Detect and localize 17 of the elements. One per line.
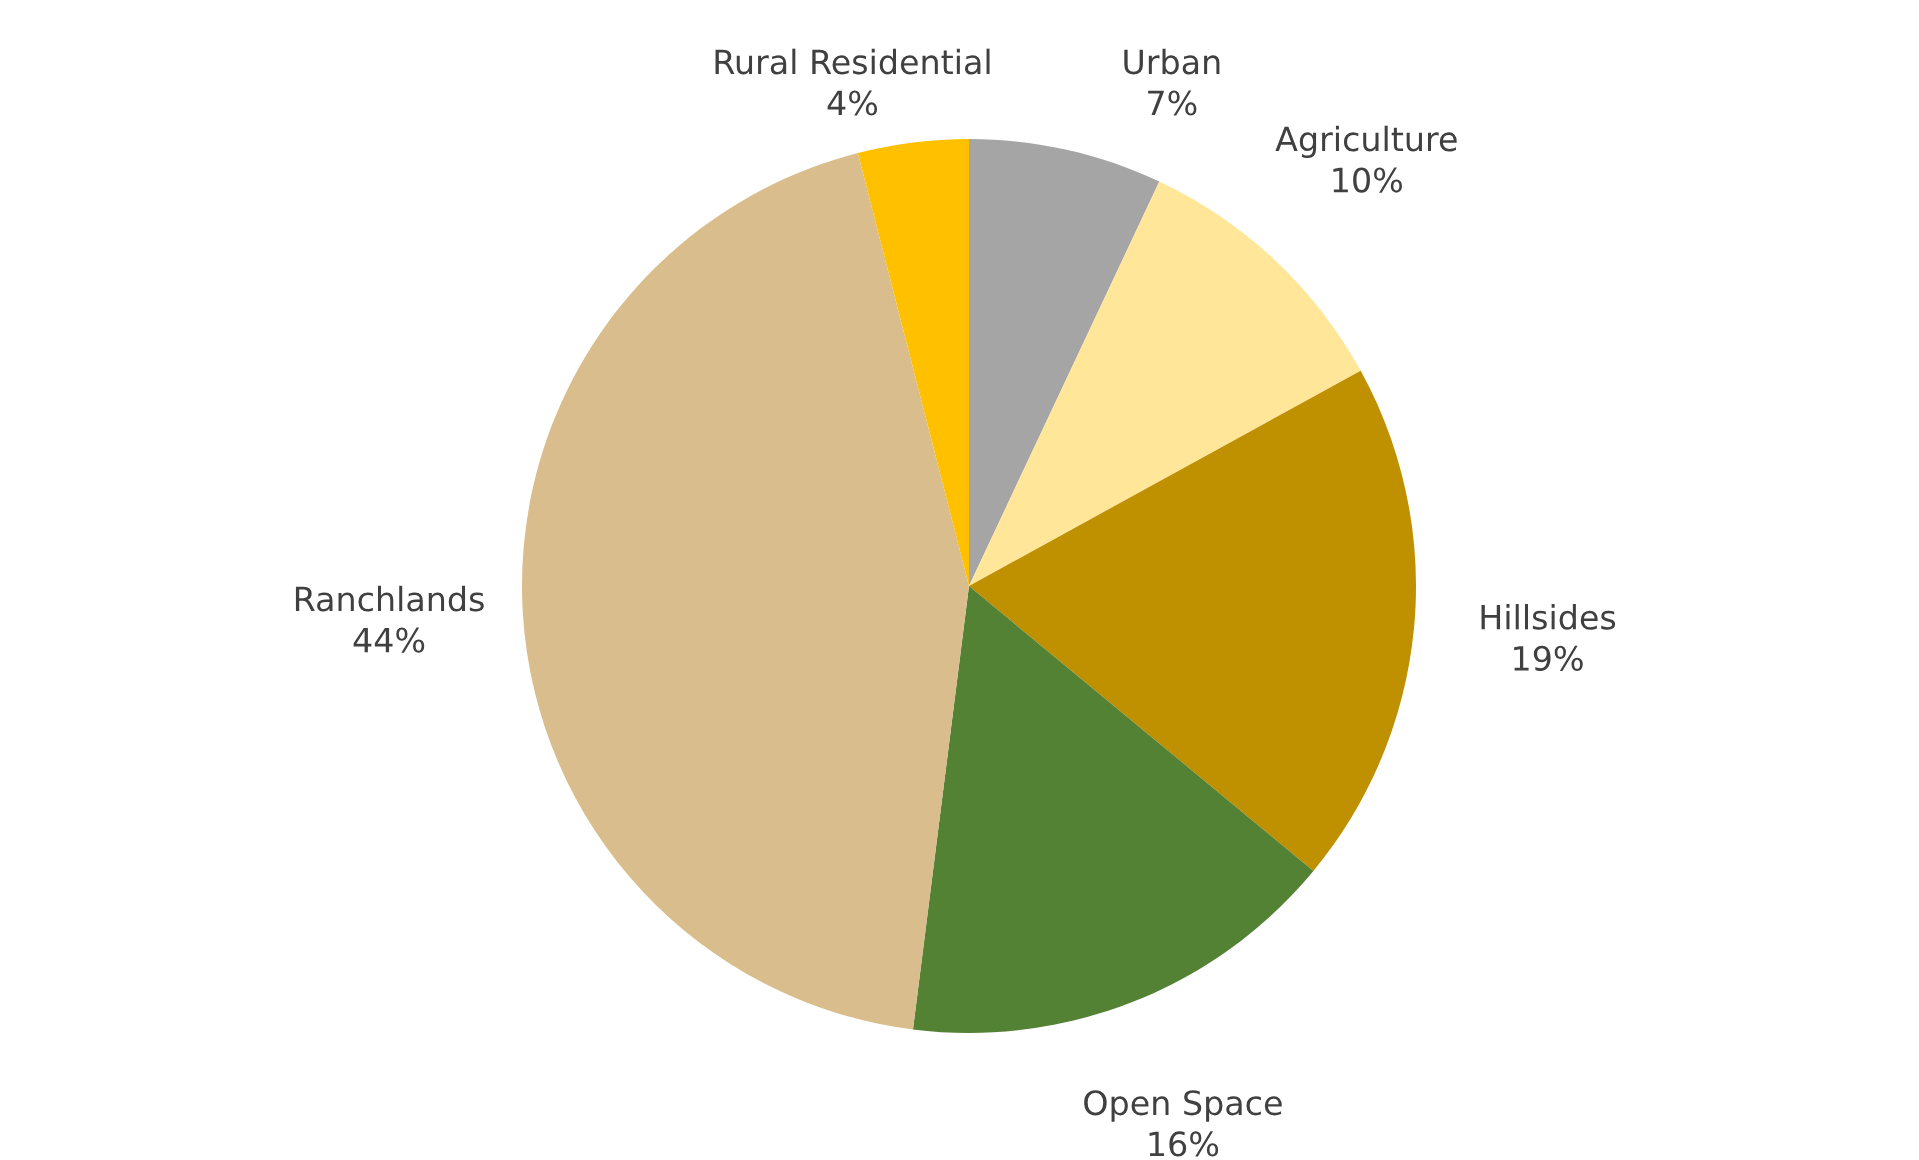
slice-label: Hillsides [1481,603,1616,630]
pie-slice [912,586,1314,1033]
pie-slice [857,139,969,586]
slice-label: Open Space [1084,1090,1282,1122]
slice-label: Rural Residential [715,48,990,75]
data-label: 7% [1148,90,1197,116]
data-label: 10% [1333,167,1402,193]
pie-slice [969,370,1416,871]
pie-slice [969,139,1160,586]
data-label: 44% [353,627,425,653]
pie-slice [522,153,969,1030]
data-label: 19% [1514,645,1583,671]
data-label: 4% [827,90,878,116]
slice-label: Agriculture [1275,125,1457,158]
slice-label: Ranchlands [295,585,484,612]
data-label: 16% [1149,1131,1219,1157]
slice-label: Urban [1124,48,1220,75]
